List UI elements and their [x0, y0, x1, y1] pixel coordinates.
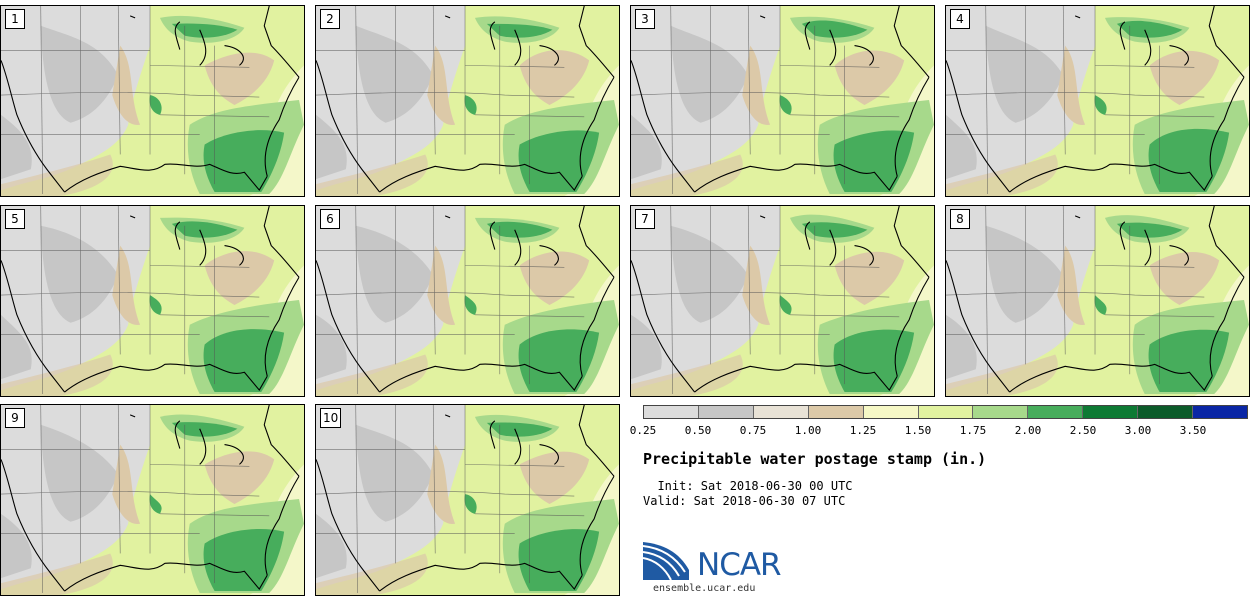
panel-number: 1 — [5, 9, 25, 29]
ncar-logo-icon — [643, 542, 689, 581]
colorbar — [643, 405, 1248, 419]
stamp-panel-9: 9 — [0, 404, 305, 596]
stamp-panel-3: 3 — [630, 5, 935, 197]
panel-number: 7 — [635, 209, 655, 229]
stamp-panel-8: 8 — [945, 205, 1250, 397]
stamp-panel-5: 5 — [0, 205, 305, 397]
panel-number: 10 — [320, 408, 342, 428]
colorbar-tick-label: 2.50 — [1069, 424, 1097, 437]
colorbar-tick-label: 1.75 — [959, 424, 987, 437]
init-time: Init: Sat 2018-06-30 00 UTC — [643, 479, 853, 493]
precipitable-water-map — [631, 6, 934, 196]
precipitable-water-map — [316, 6, 619, 196]
precipitable-water-map — [316, 206, 619, 396]
precipitable-water-map — [1, 6, 304, 196]
colorbar-swatch — [753, 406, 809, 418]
stamp-panel-4: 4 — [945, 5, 1250, 197]
colorbar-tick-label: 2.00 — [1014, 424, 1042, 437]
stamp-panel-7: 7 — [630, 205, 935, 397]
precipitable-water-map — [1, 206, 304, 396]
colorbar-tick-label: 1.00 — [794, 424, 822, 437]
panel-number: 2 — [320, 9, 340, 29]
colorbar-tick-label: 1.50 — [904, 424, 932, 437]
panel-number: 3 — [635, 9, 655, 29]
colorbar-tick-label: 0.75 — [739, 424, 767, 437]
stamp-panel-1: 1 — [0, 5, 305, 197]
stamp-panel-2: 2 — [315, 5, 620, 197]
colorbar-tick-label: 0.50 — [684, 424, 712, 437]
precipitable-water-map — [316, 405, 619, 595]
figure-title: Precipitable water postage stamp (in.) — [643, 450, 987, 468]
stamp-panel-10: 10 — [315, 404, 620, 596]
precipitable-water-map — [631, 206, 934, 396]
colorbar-swatch — [698, 406, 754, 418]
colorbar-tick-label: 1.25 — [849, 424, 877, 437]
site-url: ensemble.ucar.edu — [653, 583, 756, 594]
colorbar-swatch — [863, 406, 919, 418]
colorbar-tick-label: 3.50 — [1179, 424, 1207, 437]
colorbar-swatch — [644, 406, 699, 418]
colorbar-swatch — [1138, 406, 1194, 418]
panel-number: 6 — [320, 209, 340, 229]
precipitable-water-map — [946, 206, 1249, 396]
colorbar-swatch — [808, 406, 864, 418]
precipitable-water-map — [1, 405, 304, 595]
valid-time: Valid: Sat 2018-06-30 07 UTC — [643, 494, 846, 508]
panel-number: 4 — [950, 9, 970, 29]
colorbar-swatch — [918, 406, 974, 418]
colorbar-tick-label: 0.25 — [629, 424, 657, 437]
panel-number: 8 — [950, 209, 970, 229]
panel-number: 5 — [5, 209, 25, 229]
precipitable-water-map — [946, 6, 1249, 196]
colorbar-ticks: 0.25 0.50 0.75 1.00 1.25 1.50 1.75 2.00 2.50 3.00… — [630, 424, 1260, 440]
colorbar-tick-label: 3.00 — [1124, 424, 1152, 437]
colorbar-swatch — [1193, 406, 1247, 418]
colorbar-swatch — [1028, 406, 1084, 418]
panel-number: 9 — [5, 408, 25, 428]
stamp-panel-6: 6 — [315, 205, 620, 397]
colorbar-swatch — [973, 406, 1029, 418]
logo-wordmark: NCAR — [697, 547, 782, 583]
colorbar-swatch — [1083, 406, 1139, 418]
